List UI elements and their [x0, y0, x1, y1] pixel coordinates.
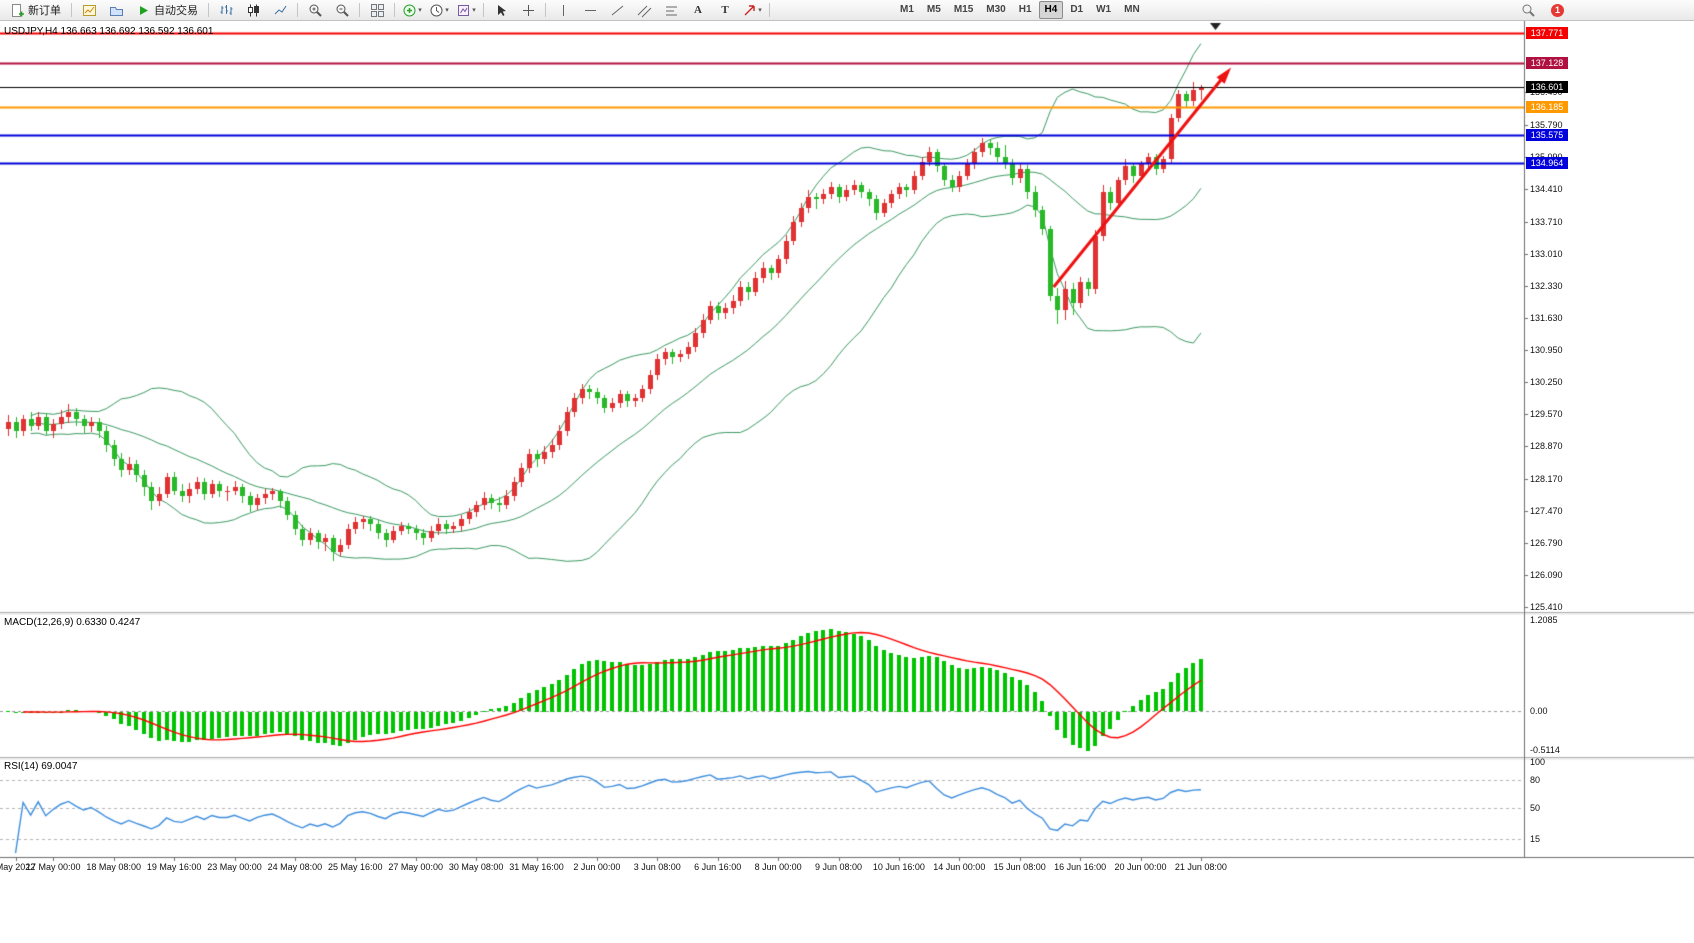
profiles-button[interactable] [103, 0, 129, 20]
line-chart-button[interactable] [267, 0, 293, 20]
bar-chart-button[interactable] [213, 0, 239, 20]
timeframe-mn-button[interactable]: MN [1124, 4, 1140, 15]
horizontal-line-icon [584, 9, 596, 11]
line-chart-icon [274, 5, 286, 14]
arrows-tool-button[interactable]: ▾ [739, 0, 765, 20]
bar-chart-icon [220, 4, 232, 15]
toolbar-right-group: 1 [1515, 0, 1564, 20]
timeframe-m15-button[interactable]: M15 [953, 4, 974, 15]
timeframe-h1-button[interactable]: H1 [1018, 4, 1032, 15]
fibonacci-icon [665, 6, 677, 15]
trendline-icon [611, 5, 623, 15]
zoom-out-icon [336, 4, 349, 17]
tile-windows-icon [370, 3, 384, 17]
auto-trading-label: 自动交易 [154, 5, 198, 17]
label-tool-icon: T [721, 4, 729, 16]
trendline-tool-button[interactable] [604, 0, 630, 20]
crosshair-button[interactable] [515, 0, 541, 20]
timeframe-group: M1 M5 M15 M30 H1 H4 D1 W1 MN [894, 1, 1146, 19]
toolbar-separator [208, 3, 209, 17]
zoom-in-button[interactable] [302, 0, 328, 20]
timeframe-w1-button[interactable]: W1 [1096, 4, 1112, 15]
toolbar-separator [71, 3, 72, 17]
horizontal-line-tool-button[interactable] [577, 0, 603, 20]
toolbar-separator [769, 3, 770, 17]
crosshair-icon [522, 4, 534, 16]
timeframe-m1-button[interactable]: M1 [900, 4, 914, 15]
zoom-out-button[interactable] [329, 0, 355, 20]
cursor-button[interactable] [488, 0, 514, 20]
candlestick-chart-icon [247, 4, 259, 16]
chevron-down-icon: ▾ [445, 7, 449, 14]
new-order-label: 新订单 [28, 5, 61, 17]
chevron-down-icon: ▾ [472, 7, 476, 14]
new-order-icon [12, 3, 24, 17]
templates-button[interactable]: ▾ [453, 0, 479, 20]
channel-icon [637, 5, 651, 17]
vertical-line-icon [562, 4, 564, 16]
chart-window: USDJPY,H4 136.663 136.692 136.592 136.60… [0, 21, 1694, 943]
arrow-tool-icon [744, 4, 755, 15]
new-chart-button[interactable] [76, 0, 102, 20]
new-order-button[interactable]: 新订单 [4, 0, 67, 20]
clock-icon [430, 4, 443, 16]
zoom-in-icon [309, 4, 322, 17]
toolbar-separator [483, 3, 484, 17]
chevron-down-icon: ▾ [418, 7, 422, 14]
label-tool-button[interactable]: T [712, 0, 738, 20]
channel-tool-button[interactable] [631, 0, 657, 20]
search-button[interactable] [1515, 0, 1541, 20]
new-chart-icon [82, 4, 96, 16]
timeframe-m5-button[interactable]: M5 [926, 4, 941, 15]
toolbar-separator [545, 3, 546, 17]
fibonacci-tool-button[interactable] [658, 0, 684, 20]
text-tool-button[interactable]: A [685, 0, 711, 20]
indicators-icon [403, 4, 416, 16]
candlestick-chart-button[interactable] [240, 0, 266, 20]
chevron-down-icon: ▾ [758, 7, 762, 14]
profiles-folder-icon [109, 6, 123, 16]
timeframe-d1-button[interactable]: D1 [1070, 4, 1084, 15]
vertical-line-tool-button[interactable] [550, 0, 576, 20]
notification-badge[interactable]: 1 [1551, 3, 1564, 17]
timeframe-h4-button[interactable]: H4 [1038, 1, 1064, 19]
toolbar-separator [297, 3, 298, 17]
tile-windows-button[interactable] [364, 0, 390, 20]
auto-trading-play-icon [140, 5, 148, 15]
search-icon [1522, 4, 1535, 17]
price-chart-canvas[interactable] [0, 21, 1694, 880]
periods-button[interactable]: ▾ [426, 0, 452, 20]
template-icon [458, 4, 470, 16]
auto-trading-button[interactable]: 自动交易 [130, 0, 204, 20]
cursor-icon [497, 4, 506, 16]
text-tool-icon: A [694, 4, 702, 16]
toolbar-separator [359, 3, 360, 17]
timeframe-m30-button[interactable]: M30 [986, 4, 1006, 15]
toolbar: 新订单 自动交易 ▾ ▾ ▾ [0, 0, 1694, 21]
indicators-button[interactable]: ▾ [399, 0, 425, 20]
toolbar-separator [394, 3, 395, 17]
